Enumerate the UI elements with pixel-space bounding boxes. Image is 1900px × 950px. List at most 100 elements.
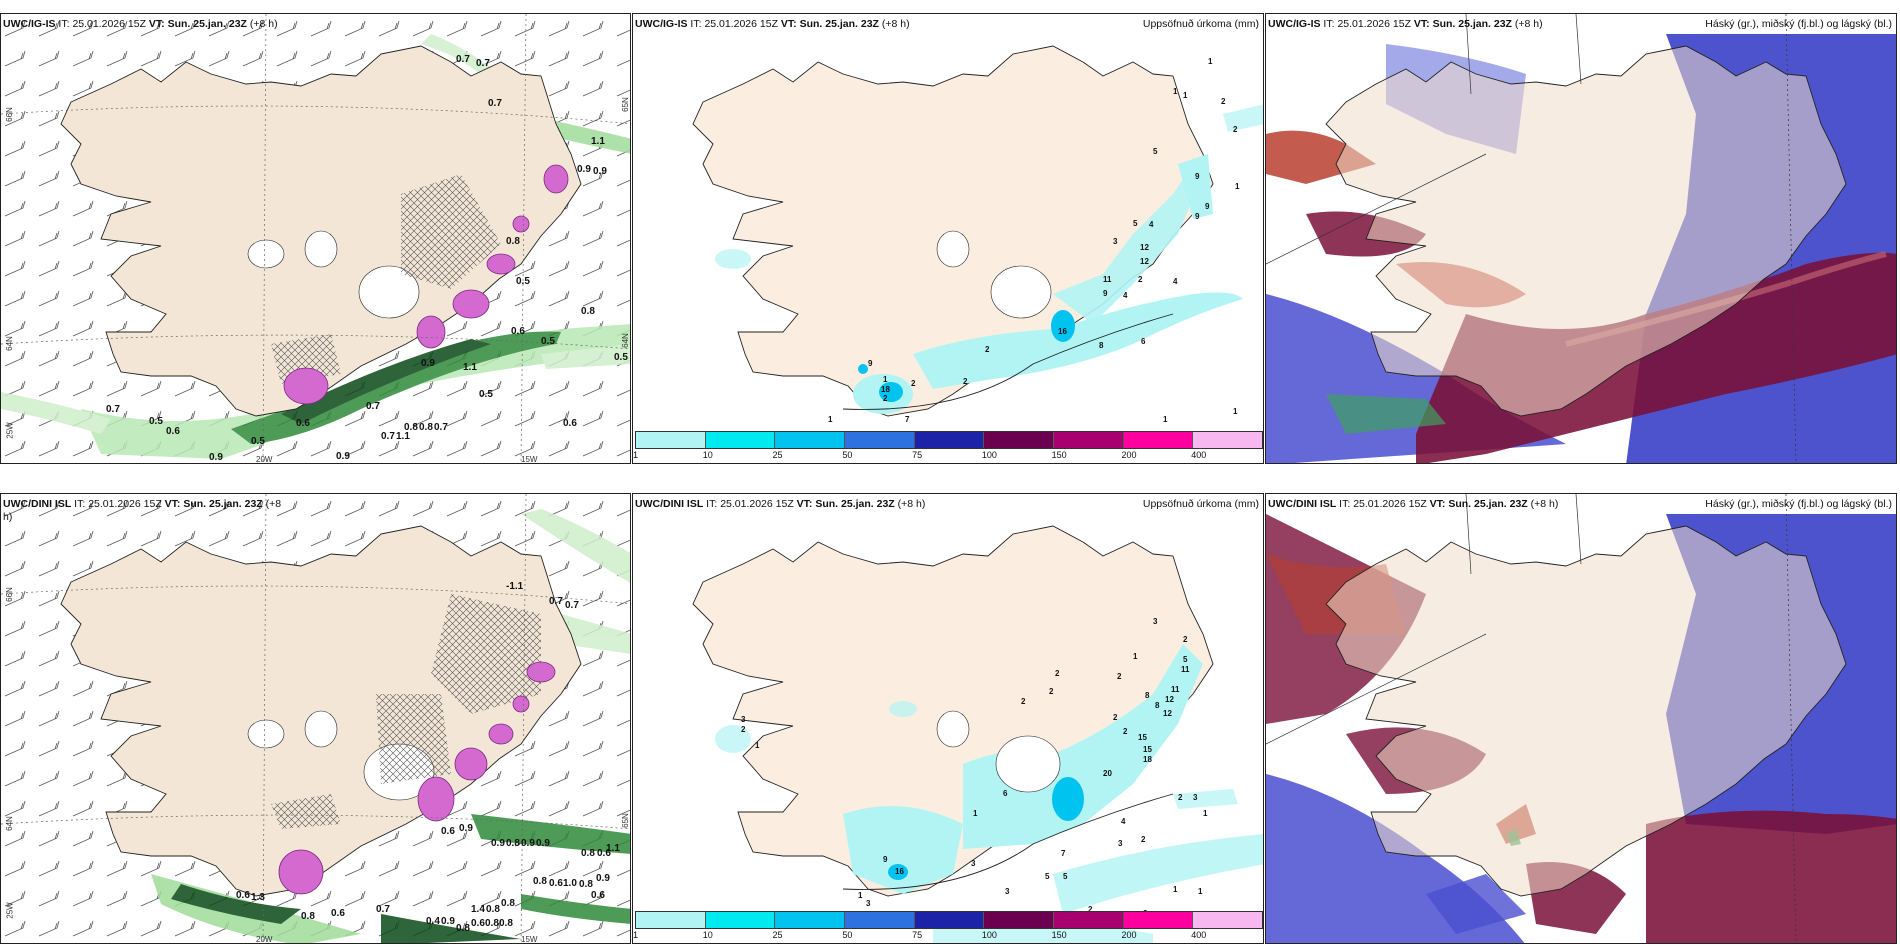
- svg-text:0.5: 0.5: [516, 276, 530, 287]
- svg-text:9: 9: [1195, 212, 1200, 221]
- svg-text:1: 1: [883, 375, 888, 384]
- svg-text:0.9: 0.9: [421, 358, 435, 369]
- svg-text:2: 2: [1221, 97, 1226, 106]
- colorbar: 1 10 25 50 75 100 150 200 400: [633, 911, 1263, 941]
- colorbar-tick-label: 200: [1121, 930, 1137, 940]
- wind-hatching: [271, 174, 501, 384]
- colorbar-ticks: 1 10 25 50 75 100 150 200 400: [633, 449, 1263, 461]
- svg-text:0.7: 0.7: [549, 596, 563, 607]
- svg-text:0.9: 0.9: [491, 838, 505, 849]
- svg-text:0.6: 0.6: [511, 326, 525, 337]
- colorbar-tick-label: 1: [633, 450, 639, 460]
- svg-text:9: 9: [1103, 289, 1108, 298]
- lat-label: 65N: [620, 97, 630, 112]
- colorbar-tick-label: 10: [702, 450, 713, 460]
- svg-text:0.5: 0.5: [541, 336, 555, 347]
- svg-text:12: 12: [1140, 257, 1149, 266]
- svg-text:16: 16: [895, 867, 904, 876]
- panel-title: UWC/DINI ISL IT: 25.01.2026 15Z VT: Sun.…: [3, 498, 282, 523]
- svg-text:18: 18: [881, 385, 890, 394]
- svg-text:2: 2: [883, 394, 888, 403]
- svg-text:12: 12: [1140, 243, 1149, 252]
- lat-label: 66N: [4, 107, 14, 122]
- svg-text:0.8: 0.8: [419, 422, 433, 433]
- svg-text:0.8: 0.8: [579, 879, 593, 890]
- svg-text:15: 15: [1143, 745, 1152, 754]
- svg-text:0.6: 0.6: [331, 908, 345, 919]
- wind-value-labels: 0.7 0.7 0.7 0.9 0.9 0.5 0.5 0.6 0.6 0.8 0.8…: [106, 54, 628, 463]
- colorbar-swatch: [984, 912, 1055, 928]
- svg-text:1.4: 1.4: [471, 904, 485, 915]
- panel-right-title: Háský (gr.), miðský (fj.bl.) og lágský (…: [1705, 18, 1892, 30]
- svg-text:0.8: 0.8: [581, 306, 595, 317]
- panel-title: UWC/IG-IS IT: 25.01.2026 15Z VT: Sun. 25…: [3, 18, 278, 30]
- svg-text:8: 8: [1145, 691, 1150, 700]
- svg-text:6: 6: [1141, 337, 1146, 346]
- svg-text:0.6: 0.6: [166, 426, 180, 437]
- svg-text:0.9: 0.9: [536, 838, 550, 849]
- svg-text:2: 2: [1141, 835, 1146, 844]
- svg-text:0.6: 0.6: [563, 418, 577, 429]
- colorbar-tick-label: 10: [702, 930, 713, 940]
- wind-magenta-cells: [283, 164, 569, 405]
- svg-text:5: 5: [1045, 872, 1050, 881]
- svg-text:5: 5: [1183, 655, 1188, 664]
- svg-text:2: 2: [963, 377, 968, 386]
- svg-text:7: 7: [1061, 849, 1066, 858]
- colorbar-tick-label: 75: [912, 450, 923, 460]
- svg-text:2: 2: [1138, 275, 1143, 284]
- svg-text:-1.1: -1.1: [506, 581, 524, 592]
- svg-text:0.7: 0.7: [434, 422, 448, 433]
- svg-text:1: 1: [1173, 87, 1178, 96]
- svg-text:4: 4: [1123, 291, 1128, 300]
- svg-text:9: 9: [868, 359, 873, 368]
- svg-text:9: 9: [1195, 172, 1200, 181]
- colorbar-swatches: [635, 431, 1263, 449]
- svg-text:0.9: 0.9: [336, 451, 350, 462]
- svg-text:0.6: 0.6: [597, 848, 611, 859]
- svg-text:0.7: 0.7: [565, 600, 579, 611]
- colorbar-tick-label: 50: [842, 450, 853, 460]
- colorbar-swatch: [705, 432, 776, 448]
- svg-text:5: 5: [1063, 872, 1068, 881]
- svg-text:0.8: 0.8: [499, 918, 513, 929]
- svg-text:1: 1: [1133, 652, 1138, 661]
- svg-text:9: 9: [1205, 202, 1210, 211]
- lat-label: 25W: [5, 902, 15, 919]
- colorbar-swatch: [775, 432, 846, 448]
- wind-map: -1.1 0.7 0.7 0.6 0.9 0.9 0.8 0.9 0.9 0.8 0.6 …: [1, 494, 630, 943]
- svg-text:0.8: 0.8: [456, 923, 470, 934]
- svg-text:0.9: 0.9: [596, 873, 610, 884]
- cloud-map: [1266, 14, 1896, 463]
- svg-text:2: 2: [1178, 793, 1183, 802]
- svg-text:0.4: 0.4: [426, 916, 440, 927]
- svg-text:1: 1: [1208, 57, 1213, 66]
- svg-text:0.7: 0.7: [456, 54, 470, 65]
- svg-text:0.7: 0.7: [488, 98, 502, 109]
- svg-text:0.8: 0.8: [533, 876, 547, 887]
- svg-text:3: 3: [741, 715, 746, 724]
- colorbar-swatch: [1054, 912, 1124, 928]
- svg-text:0.6: 0.6: [441, 826, 455, 837]
- svg-text:20: 20: [1103, 769, 1112, 778]
- svg-text:1: 1: [1163, 415, 1168, 424]
- svg-text:1: 1: [1233, 407, 1238, 416]
- svg-text:0.5: 0.5: [251, 436, 265, 447]
- svg-text:11: 11: [1103, 275, 1112, 284]
- colorbar-tick-label: 150: [1051, 450, 1067, 460]
- svg-text:1: 1: [755, 741, 760, 750]
- svg-text:9: 9: [883, 855, 888, 864]
- colorbar-swatch: [914, 912, 985, 928]
- svg-text:1: 1: [973, 809, 978, 818]
- lat-label: 64N: [4, 816, 14, 831]
- svg-text:2: 2: [741, 725, 746, 734]
- svg-text:1.3: 1.3: [251, 892, 265, 903]
- cloud-map: [1266, 494, 1896, 943]
- colorbar-swatch: [1123, 912, 1194, 928]
- colorbar-tick-label: 400: [1191, 930, 1207, 940]
- svg-text:0.7: 0.7: [106, 404, 120, 415]
- colorbar-swatch: [845, 912, 915, 928]
- svg-text:0.9: 0.9: [441, 916, 455, 927]
- svg-text:3: 3: [1118, 839, 1123, 848]
- svg-text:0.9: 0.9: [459, 823, 473, 834]
